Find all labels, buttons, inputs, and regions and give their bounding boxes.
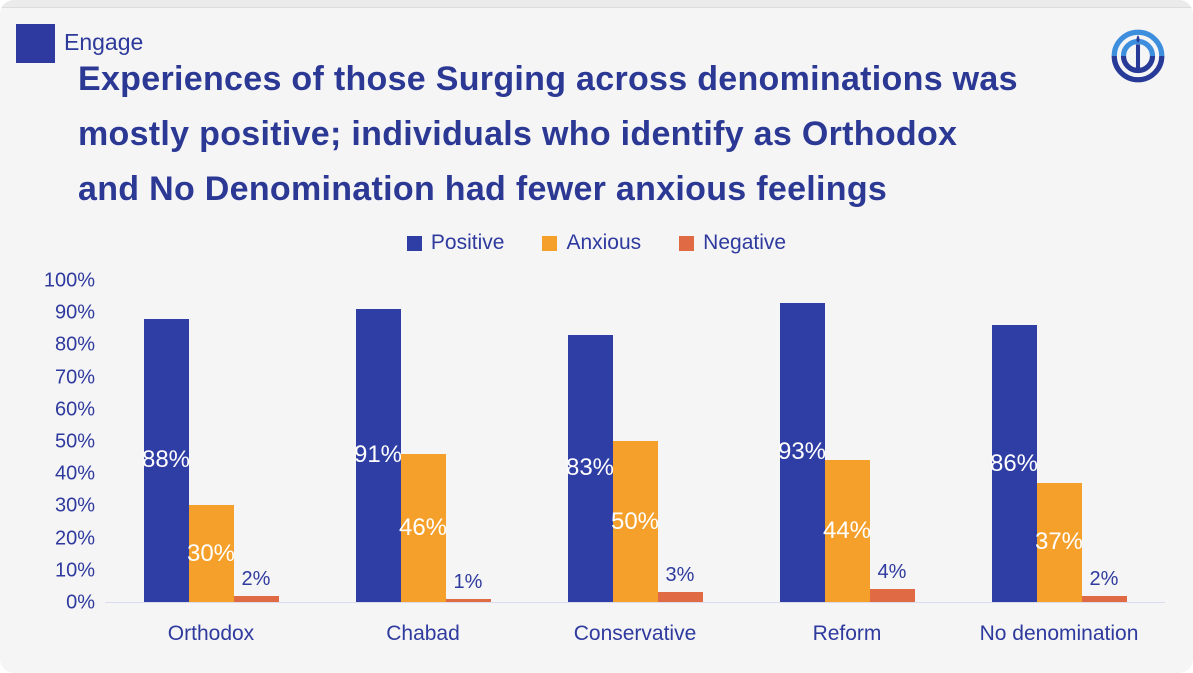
x-axis-label-reform: Reform <box>812 622 882 645</box>
legend-label: Negative <box>703 231 787 254</box>
bar-value-label: 50% <box>610 507 660 535</box>
x-axis-labels: Orthodox Chabad Conservative Reform No denom… <box>105 622 1165 646</box>
page-title: Experiences of those Surging across deno… <box>78 52 1018 217</box>
x-axis-label-chabad: Chabad <box>386 622 460 645</box>
bar-negative-orthodox: 2% <box>233 568 279 602</box>
bar-anxious-orthodox: 30% <box>186 505 236 602</box>
plot-area: 88% 30% 2% 91% 46% 1% 83% 50% 3% 93% 44% 4% 86% 37% 2% <box>105 281 1165 603</box>
bar-positive-chabad: 91% <box>353 308 403 602</box>
legend-marker-icon <box>679 235 695 251</box>
brand-name: Engage <box>64 29 144 55</box>
legend-marker-icon <box>542 235 558 251</box>
title-line-2: mostly positive; individuals who identif… <box>78 115 958 153</box>
bar-value-label: 91% <box>353 441 403 469</box>
bar-value-label: 2% <box>1089 567 1119 590</box>
legend-marker-icon <box>406 235 422 251</box>
legend-item-negative: Negative <box>679 231 786 255</box>
bar-positive-reform: 93% <box>777 302 827 602</box>
bar-value-label: 1% <box>453 570 483 593</box>
x-axis-label-orthodox: Orthodox <box>167 622 255 645</box>
y-axis-tick-label: 30% <box>54 494 95 517</box>
legend-label: Anxious <box>566 231 642 254</box>
chart-legend: Positive Anxious Negative <box>0 231 1193 255</box>
y-axis-tick-label: 0% <box>66 591 95 614</box>
y-axis-tick-label: 20% <box>54 527 95 550</box>
bar-value-label: 2% <box>241 567 271 590</box>
x-axis-label-conservative: Conservative <box>573 622 697 645</box>
legend-item-anxious: Anxious <box>542 231 641 255</box>
bar-value-label: 88% <box>141 446 191 474</box>
y-axis-tick-label: 70% <box>54 366 95 389</box>
title-line-1: Experiences of those Surging across deno… <box>78 60 1018 98</box>
y-axis-tick-label: 40% <box>54 462 95 485</box>
y-axis-tick-label: 100% <box>43 269 95 292</box>
y-axis-tick-label: 80% <box>54 333 95 356</box>
bar-value-label: 83% <box>565 454 615 482</box>
bar-negative-conservative: 3% <box>657 564 703 602</box>
y-axis-tick-label: 60% <box>54 398 95 421</box>
bar-positive-conservative: 83% <box>565 334 615 602</box>
engage-logo-square <box>16 24 55 63</box>
bar-negative-chabad: 1% <box>445 571 491 602</box>
menorah-federation-logo-icon <box>1111 29 1165 83</box>
bar-anxious-conservative: 50% <box>610 441 660 602</box>
bar-group-conservative: 83% 50% 3% <box>529 281 741 602</box>
bar-value-label: 30% <box>186 539 236 567</box>
legend-label: Positive <box>430 231 505 254</box>
bar-group-chabad: 91% 46% 1% <box>317 281 529 602</box>
bar-value-label: 46% <box>398 513 448 541</box>
bar-group-no-denomination: 86% 37% 2% <box>953 281 1165 602</box>
bar-value-label: 3% <box>665 564 695 587</box>
bar-anxious-no-denomination: 37% <box>1034 482 1084 602</box>
bar-negative-reform: 4% <box>869 561 915 602</box>
bar-anxious-chabad: 46% <box>398 453 448 602</box>
top-edge-strip <box>0 0 1193 8</box>
x-axis-label-no-denomination: No denomination <box>979 622 1139 645</box>
bar-value-label: 93% <box>777 438 827 466</box>
y-axis-tick-label: 90% <box>54 301 95 324</box>
bar-negative-no-denomination: 2% <box>1081 568 1127 602</box>
bar-positive-no-denomination: 86% <box>989 325 1039 602</box>
legend-item-positive: Positive <box>406 231 505 255</box>
bar-value-label: 86% <box>989 449 1039 477</box>
bar-anxious-reform: 44% <box>822 460 872 602</box>
title-line-3: and No Denomination had fewer anxious fe… <box>78 170 888 208</box>
y-axis-tick-label: 10% <box>54 559 95 582</box>
bar-value-label: 37% <box>1034 528 1084 556</box>
bar-positive-orthodox: 88% <box>141 318 191 602</box>
y-axis-tick-label: 50% <box>54 430 95 453</box>
bar-chart: 100% 90% 80% 70% 60% 50% 40% 30% 20% 10% 0% 88% 30%… <box>44 270 1165 614</box>
bar-group-reform: 93% 44% 4% <box>741 281 953 602</box>
bar-group-orthodox: 88% 30% 2% <box>105 281 317 602</box>
bar-value-label: 4% <box>877 561 907 584</box>
bar-value-label: 44% <box>822 517 872 545</box>
